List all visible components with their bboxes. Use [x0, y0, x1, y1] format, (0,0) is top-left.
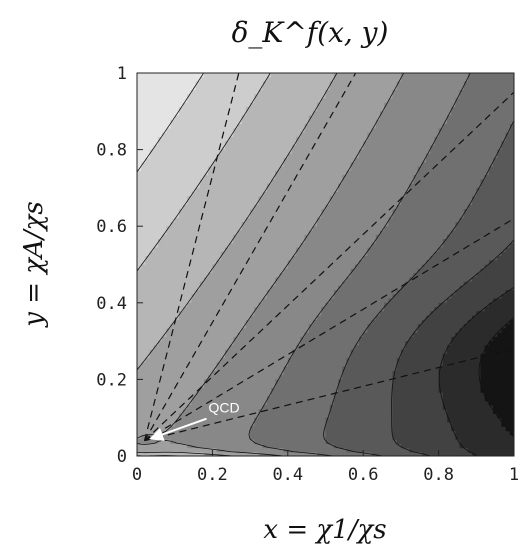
y-tick-label: 0.8 — [96, 141, 127, 161]
dashed-ray — [143, 73, 240, 441]
contour-band — [480, 319, 514, 436]
qcd-label: QCD — [209, 400, 240, 416]
y-axis-label: y = χA/χs — [19, 201, 49, 327]
x-tick-label: 0 — [132, 465, 142, 485]
x-tick-label: 1 — [509, 465, 519, 485]
contour-line — [137, 73, 338, 456]
contour-line — [323, 120, 514, 456]
chart-title: δ_K^f(x, y) — [232, 16, 389, 49]
x-axis-ticks: 0 0.2 0.4 0.6 0.8 1 — [132, 450, 519, 485]
plot-frame — [136, 72, 515, 457]
contour-band — [137, 73, 272, 270]
contour-line — [478, 317, 514, 438]
contour-line — [391, 239, 514, 456]
contour-line — [248, 73, 471, 456]
contour-line — [438, 286, 514, 456]
contour-band — [250, 73, 514, 456]
qcd-annotation: QCD — [149, 400, 240, 442]
dashed-ray — [144, 73, 357, 441]
dashed-rays — [143, 73, 514, 442]
contour-band — [325, 124, 514, 456]
x-tick-label: 0.2 — [197, 465, 228, 485]
dashed-ray — [144, 348, 514, 442]
contour-band — [392, 243, 514, 456]
contour-band — [137, 73, 402, 456]
qcd-arrow — [149, 417, 207, 442]
plot-area: QCD — [137, 73, 514, 456]
x-tick-label: 0.8 — [423, 465, 454, 485]
x-tick-label: 0.4 — [272, 465, 303, 485]
y-tick-label: 0.4 — [96, 294, 127, 314]
x-axis-label: x = χ1/χs — [263, 515, 386, 545]
contour-band — [137, 73, 469, 456]
dashed-ray — [144, 91, 514, 442]
y-tick-label: 1 — [117, 64, 127, 84]
y-axis-ticks: 0 0.2 0.4 0.6 0.8 1 — [96, 64, 143, 467]
x-tick-label: 0.6 — [348, 465, 379, 485]
contour-bands — [137, 73, 514, 456]
y-tick-label: 0.6 — [96, 217, 127, 237]
y-tick-label: 0 — [117, 447, 127, 467]
contour-band — [438, 290, 514, 456]
y-tick-label: 0.2 — [96, 370, 127, 390]
